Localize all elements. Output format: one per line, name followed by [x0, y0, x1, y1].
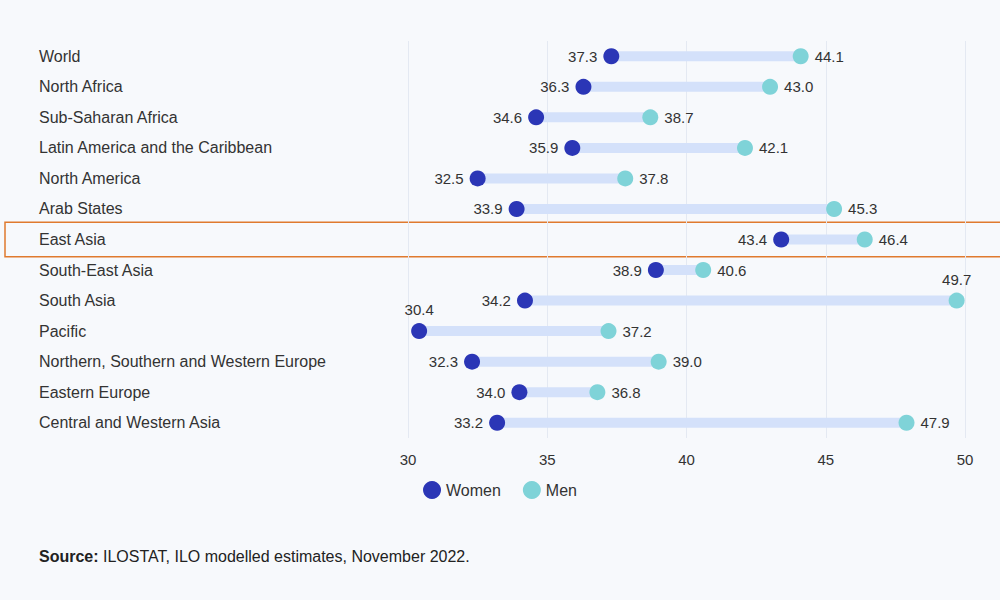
svg-text:33.2: 33.2 [454, 414, 483, 431]
svg-text:Northern, Southern and Western: Northern, Southern and Western Europe [39, 353, 326, 370]
svg-text:38.9: 38.9 [613, 262, 642, 279]
svg-text:40.6: 40.6 [717, 262, 746, 279]
svg-text:Men: Men [546, 482, 577, 499]
svg-text:Arab States: Arab States [39, 200, 123, 217]
svg-text:South-East Asia: South-East Asia [39, 262, 153, 279]
svg-text:34.2: 34.2 [482, 292, 511, 309]
svg-text:Women: Women [446, 482, 501, 499]
svg-text:East Asia: East Asia [39, 231, 106, 248]
svg-text:30.4: 30.4 [405, 301, 434, 318]
svg-text:36.3: 36.3 [540, 78, 569, 95]
svg-text:32.3: 32.3 [429, 353, 458, 370]
svg-text:World: World [39, 48, 81, 65]
svg-text:Eastern Europe: Eastern Europe [39, 384, 150, 401]
svg-text:46.4: 46.4 [879, 231, 908, 248]
svg-text:ILOSTAT, ILO modelled estimate: ILOSTAT, ILO modelled estimates, Novembe… [99, 548, 470, 565]
svg-text:Source:: Source: [39, 548, 99, 565]
svg-text:44.1: 44.1 [815, 48, 844, 65]
svg-text:43.4: 43.4 [738, 231, 767, 248]
svg-text:South Asia: South Asia [39, 292, 116, 309]
svg-text:45: 45 [817, 451, 834, 468]
svg-text:40: 40 [678, 451, 695, 468]
svg-text:37.8: 37.8 [639, 170, 668, 187]
svg-text:50: 50 [957, 451, 974, 468]
svg-text:39.0: 39.0 [673, 353, 702, 370]
svg-text:36.8: 36.8 [611, 384, 640, 401]
svg-text:33.9: 33.9 [473, 200, 502, 217]
svg-text:34.0: 34.0 [476, 384, 505, 401]
svg-text:35.9: 35.9 [529, 139, 558, 156]
svg-text:42.1: 42.1 [759, 139, 788, 156]
svg-text:45.3: 45.3 [848, 200, 877, 217]
svg-text:Sub-Saharan Africa: Sub-Saharan Africa [39, 109, 178, 126]
svg-text:30: 30 [400, 451, 417, 468]
svg-text:49.7: 49.7 [942, 271, 971, 288]
svg-text:38.7: 38.7 [664, 109, 693, 126]
svg-text:47.9: 47.9 [921, 414, 950, 431]
svg-text:Pacific: Pacific [39, 323, 86, 340]
svg-text:37.2: 37.2 [623, 323, 652, 340]
svg-text:32.5: 32.5 [434, 170, 463, 187]
svg-text:North America: North America [39, 170, 140, 187]
svg-text:Latin America and the Caribbea: Latin America and the Caribbean [39, 139, 272, 156]
svg-text:North Africa: North Africa [39, 78, 123, 95]
svg-text:35: 35 [539, 451, 556, 468]
svg-text:34.6: 34.6 [493, 109, 522, 126]
svg-text:43.0: 43.0 [784, 78, 813, 95]
svg-text:37.3: 37.3 [568, 48, 597, 65]
svg-text:Central and Western Asia: Central and Western Asia [39, 414, 220, 431]
